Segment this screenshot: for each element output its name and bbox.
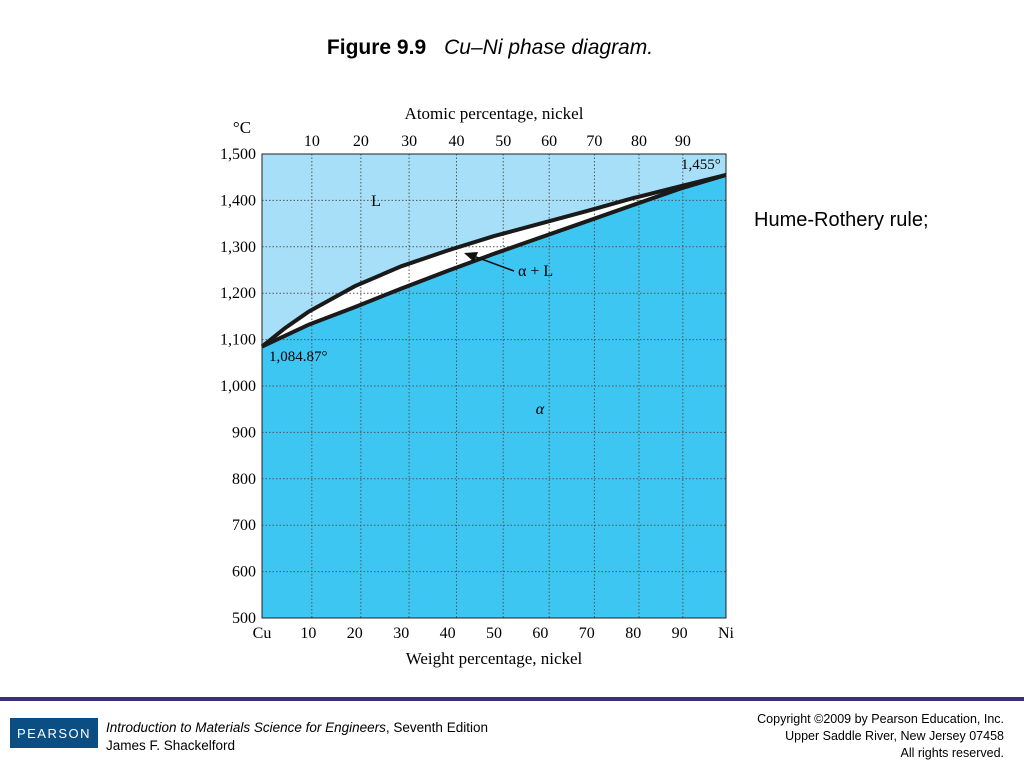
- y-tick-label: 600: [232, 564, 256, 581]
- x-tick-label: 20: [347, 625, 363, 642]
- book-citation: Introduction to Materials Science for En…: [106, 719, 488, 755]
- y-axis-unit: °C: [233, 118, 251, 137]
- x-axis-ticks: Cu 10 20 30 40 50 60 70 80 90 Ni: [253, 625, 735, 642]
- y-tick-label: 800: [232, 471, 256, 488]
- y-axis-ticks: 1,500 1,400 1,300 1,200 1,100 1,000 900 800 700 6…: [220, 146, 256, 627]
- top-axis-ticks: 10 20 30 40 50 60 70 80 90: [304, 133, 691, 150]
- pearson-logo: PEARSON: [10, 718, 98, 748]
- solidus-curve: [261, 172, 727, 349]
- top-axis-title: Atomic percentage, nickel: [405, 104, 584, 123]
- y-tick-label: 900: [232, 424, 256, 441]
- book-author: James F. Shackelford: [106, 738, 236, 753]
- copyright-line-2: Upper Saddle River, New Jersey 07458: [785, 729, 1004, 743]
- solid-label: α: [536, 401, 545, 418]
- top-tick-label: 60: [541, 133, 557, 150]
- footer-divider: [0, 697, 1024, 701]
- two-phase-label: α + L: [518, 263, 553, 280]
- y-tick-label: 1,200: [220, 285, 256, 302]
- two-phase-pointer-line: [475, 256, 515, 272]
- x-tick-label: Cu: [253, 625, 272, 642]
- x-tick-label: 60: [532, 625, 548, 642]
- liquid-label: L: [371, 193, 381, 210]
- top-tick-label: 10: [304, 133, 320, 150]
- x-tick-label: 90: [672, 625, 688, 642]
- solid-region: [262, 174, 726, 618]
- book-edition: , Seventh Edition: [385, 720, 488, 735]
- book-title: Introduction to Materials Science for En…: [106, 720, 386, 735]
- two-phase-pointer-arrowhead: [464, 252, 478, 262]
- top-tick-label: 20: [353, 133, 369, 150]
- slide-title: Figure 9.9 Cu–Ni phase diagram.: [0, 36, 980, 60]
- copyright-notice: Copyright ©2009 by Pearson Education, In…: [757, 711, 1004, 762]
- cu-melting-point-label: 1,084.87°: [269, 349, 328, 365]
- grid-lines: [262, 154, 726, 618]
- top-tick-label: 80: [631, 133, 647, 150]
- y-tick-label: 1,000: [220, 378, 256, 395]
- copyright-line-1: Copyright ©2009 by Pearson Education, In…: [757, 712, 1004, 726]
- top-tick-label: 50: [495, 133, 511, 150]
- top-tick-label: 90: [675, 133, 691, 150]
- top-tick-label: 30: [401, 133, 417, 150]
- x-tick-label: 80: [625, 625, 641, 642]
- side-note: Hume-Rothery rule;: [754, 209, 929, 231]
- copyright-line-3: All rights reserved.: [900, 746, 1004, 760]
- top-tick-label: 70: [586, 133, 602, 150]
- x-tick-label: Ni: [718, 625, 735, 642]
- figure-number: Figure 9.9: [326, 36, 427, 59]
- x-tick-label: 40: [440, 625, 456, 642]
- x-tick-label: 70: [579, 625, 595, 642]
- y-tick-label: 1,400: [220, 192, 256, 209]
- y-tick-label: 1,500: [220, 146, 256, 163]
- liquidus-curve: [260, 172, 727, 349]
- top-tick-label: 40: [449, 133, 465, 150]
- x-tick-label: 10: [300, 625, 316, 642]
- plot-frame: [261, 153, 727, 619]
- y-tick-label: 1,300: [220, 239, 256, 256]
- ni-melting-point-label: 1,455°: [681, 157, 721, 173]
- y-tick-label: 500: [232, 610, 256, 627]
- x-tick-label: 50: [486, 625, 502, 642]
- y-tick-label: 1,100: [220, 332, 256, 349]
- phase-diagram: Atomic percentage, nickel 10 20 30 40 50 60 70…: [220, 104, 735, 668]
- liquid-region: [262, 154, 726, 347]
- figure-caption: Cu–Ni phase diagram.: [444, 36, 654, 59]
- x-axis-title: Weight percentage, nickel: [406, 649, 583, 668]
- x-tick-label: 30: [393, 625, 409, 642]
- y-tick-label: 700: [232, 517, 256, 534]
